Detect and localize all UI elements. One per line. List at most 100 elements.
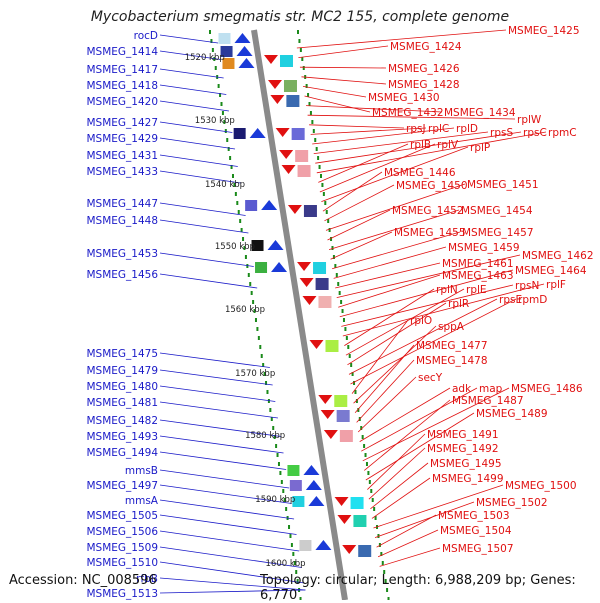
right-gene-label[interactable]: MSMEG_1495 [430, 458, 502, 470]
left-gene-label[interactable]: MSMEG_1447 [86, 198, 158, 210]
left-gene-label[interactable]: MSMEG_1510 [86, 557, 158, 569]
right-gene-label[interactable]: MSMEG_1502 [476, 497, 548, 509]
gene-block [279, 55, 293, 67]
left-gene-label[interactable]: mmsB [125, 465, 158, 477]
left-gene-label[interactable]: MSMEG_1494 [86, 447, 158, 459]
right-gene-label[interactable]: rplF [546, 279, 566, 291]
right-gene-label[interactable]: rplD [456, 123, 478, 135]
left-gene-label[interactable]: MSMEG_1414 [86, 46, 158, 58]
left-gene-label[interactable]: MSMEG_1480 [86, 381, 158, 393]
right-gene-label[interactable]: MSMEG_1492 [427, 443, 499, 455]
right-gene-label[interactable]: MSMEG_1454 [461, 205, 533, 217]
right-gene-label[interactable]: MSMEG_1500 [505, 480, 577, 492]
connector-line [357, 376, 417, 433]
right-gene-label[interactable]: MSMEG_1491 [427, 429, 499, 441]
left-gene-label[interactable]: MSMEG_1448 [86, 215, 158, 227]
right-gene-label[interactable]: adk [452, 383, 472, 395]
right-gene-label[interactable]: MSMEG_1425 [508, 25, 580, 37]
tick-mark [357, 408, 360, 412]
right-gene-label[interactable]: rpmD [518, 294, 547, 306]
right-gene-label[interactable]: rplN [436, 284, 458, 296]
right-gene-label[interactable]: MSMEG_1503 [438, 510, 510, 522]
connector-line [315, 131, 522, 164]
right-gene-label[interactable]: rpsC [523, 127, 547, 139]
right-gene-label[interactable]: rplR [448, 298, 469, 310]
right-gene-label[interactable]: MSMEG_1478 [416, 355, 488, 367]
left-gene-label[interactable]: MSMEG_1429 [86, 133, 158, 145]
right-gene-label[interactable]: MSMEG_1432 [372, 107, 444, 119]
right-gene-label[interactable]: MSMEG_1463 [442, 270, 514, 282]
right-gene-label[interactable]: MSMEG_1430 [368, 92, 440, 104]
right-gene-label[interactable]: MSMEG_1450 [396, 180, 468, 192]
left-gene-label[interactable]: MSMEG_1479 [86, 365, 158, 377]
right-gene-label[interactable]: MSMEG_1446 [384, 167, 456, 179]
left-gene-label[interactable]: MSMEG_1475 [86, 348, 158, 360]
left-gene-label[interactable]: MSMEG_1433 [86, 166, 158, 178]
right-gene-label[interactable]: MSMEG_1424 [390, 41, 462, 53]
right-gene-label[interactable]: MSMEG_1451 [467, 179, 539, 191]
right-gene-label[interactable]: MSMEG_1507 [442, 543, 514, 555]
right-gene-label[interactable]: MSMEG_1459 [448, 242, 520, 254]
scale-label: 1560 kbp [225, 305, 265, 315]
connector-line [353, 325, 437, 404]
right-gene-label[interactable]: rplO [410, 315, 432, 327]
right-gene-label[interactable]: MSMEG_1487 [452, 395, 524, 407]
right-gene-label[interactable]: MSMEG_1428 [388, 79, 460, 91]
right-gene-label[interactable]: rpsJ [406, 123, 426, 135]
right-gene-label[interactable]: MSMEG_1477 [416, 340, 488, 352]
right-gene-label[interactable]: MSMEG_1489 [476, 408, 548, 420]
reverse-arrow-icon [279, 150, 294, 159]
right-gene-label[interactable]: rplE [466, 284, 487, 296]
tick-mark [387, 597, 390, 600]
right-gene-label[interactable]: sppA [438, 321, 465, 333]
right-gene-label[interactable]: rplP [470, 142, 490, 154]
left-gene-label[interactable]: MSMEG_1481 [86, 397, 158, 409]
left-gene-label[interactable]: rfbB [136, 573, 158, 585]
right-gene-label[interactable]: MSMEG_1452 [392, 205, 464, 217]
left-gene-label[interactable]: MSMEG_1482 [86, 415, 158, 427]
left-gene-label[interactable]: MSMEG_1417 [86, 64, 158, 76]
connector-line [159, 530, 300, 552]
right-gene-label[interactable]: rplB [410, 139, 431, 151]
right-gene-label[interactable]: rpsS [490, 127, 513, 139]
left-gene-label[interactable]: MSMEG_1493 [86, 431, 158, 443]
right-gene-label[interactable]: rplC [428, 123, 449, 135]
left-gene-label[interactable]: MSMEG_1431 [86, 150, 158, 162]
right-gene-label[interactable]: MSMEG_1462 [522, 250, 594, 262]
left-gene-label[interactable]: MSMEG_1513 [86, 588, 158, 600]
right-gene-label[interactable]: rplW [517, 114, 542, 126]
left-gene-label[interactable]: MSMEG_1506 [86, 526, 158, 538]
right-gene-label[interactable]: MSMEG_1499 [432, 473, 504, 485]
left-gene-label[interactable]: rocD [134, 30, 158, 42]
right-gene-label[interactable]: rpsN [515, 280, 539, 292]
right-gene-label[interactable]: MSMEG_1457 [462, 227, 534, 239]
right-gene-label[interactable]: MSMEG_1434 [444, 107, 516, 119]
right-gene-label[interactable]: MSMEG_1486 [511, 383, 583, 395]
connector-line [159, 137, 236, 150]
right-gene-label[interactable]: MSMEG_1464 [515, 265, 587, 277]
right-gene-label[interactable]: secY [418, 372, 443, 384]
right-gene-label[interactable]: MSMEG_1426 [388, 63, 460, 75]
left-gene-label[interactable]: MSMEG_1453 [86, 248, 158, 260]
tick-mark [293, 561, 296, 565]
left-gene-label[interactable]: MSMEG_1456 [86, 269, 158, 281]
left-gene-label[interactable]: MSMEG_1497 [86, 480, 158, 492]
right-gene-label[interactable]: rpsE [499, 294, 522, 306]
left-gene-label[interactable]: MSMEG_1509 [86, 542, 158, 554]
gene-block [291, 128, 305, 140]
right-gene-label[interactable]: MSMEG_1455 [394, 227, 466, 239]
reverse-arrow-icon [267, 80, 282, 89]
connector-line [347, 302, 447, 366]
left-gene-label[interactable]: MSMEG_1505 [86, 510, 158, 522]
right-gene-label[interactable]: rplV [437, 139, 459, 151]
right-gene-label[interactable]: MSMEG_1504 [440, 525, 512, 537]
right-gene-label[interactable]: MSMEG_1461 [442, 258, 514, 270]
left-gene-label[interactable]: mmsA [125, 495, 159, 507]
left-gene-label[interactable]: MSMEG_1418 [86, 80, 158, 92]
connector-line [373, 484, 504, 529]
right-gene-label[interactable]: rpmC [548, 127, 577, 139]
right-gene-label[interactable]: map [479, 383, 503, 395]
tick-mark [363, 444, 366, 448]
left-gene-label[interactable]: MSMEG_1427 [86, 117, 158, 129]
left-gene-label[interactable]: MSMEG_1420 [86, 96, 158, 108]
